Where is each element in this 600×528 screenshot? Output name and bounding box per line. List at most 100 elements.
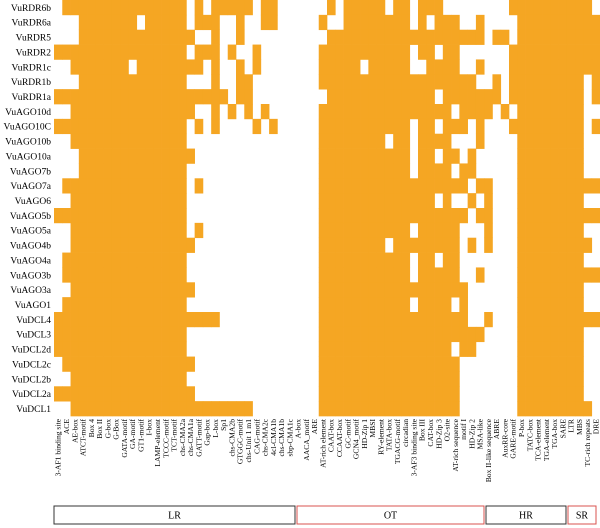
heatmap-cell xyxy=(145,282,154,298)
heatmap-cell xyxy=(236,14,245,31)
heatmap-cell xyxy=(368,237,377,253)
heatmap-cell xyxy=(111,326,121,343)
heatmap-cell xyxy=(475,14,485,31)
heatmap-cell xyxy=(128,237,138,253)
heatmap-cell xyxy=(145,59,154,75)
heatmap-cell xyxy=(542,104,551,120)
heatmap-cell xyxy=(95,252,104,268)
heatmap-cell xyxy=(434,104,444,120)
heatmap-cell xyxy=(393,356,402,372)
heatmap-cell xyxy=(343,104,353,120)
heatmap-cell xyxy=(360,341,369,357)
heatmap-cell xyxy=(161,371,171,387)
column-label: MSA-like xyxy=(476,418,485,449)
row-label: VuRDR1a xyxy=(11,93,51,103)
heatmap-cell xyxy=(426,341,435,357)
heatmap-cell xyxy=(153,118,162,135)
heatmap-cell xyxy=(111,163,121,179)
heatmap-cell xyxy=(318,237,328,253)
heatmap-cell xyxy=(376,208,386,224)
heatmap-cell xyxy=(368,252,377,268)
heatmap-cell xyxy=(566,208,576,224)
heatmap-cell xyxy=(591,44,600,60)
heatmap-cell xyxy=(111,386,121,402)
heatmap-cell xyxy=(128,178,138,194)
heatmap-cell xyxy=(87,104,96,120)
heatmap-cell xyxy=(566,341,576,357)
heatmap-cell xyxy=(178,178,187,194)
heatmap-cell xyxy=(78,401,88,417)
heatmap-cell xyxy=(426,133,435,149)
heatmap-cell xyxy=(401,222,411,239)
heatmap-cell xyxy=(442,267,452,283)
heatmap-cell xyxy=(442,401,452,417)
heatmap-cell xyxy=(70,178,80,194)
heatmap-cell xyxy=(269,14,278,31)
heatmap-cell xyxy=(451,282,460,298)
heatmap-cell xyxy=(418,341,427,357)
heatmap-cell xyxy=(542,59,551,75)
heatmap-cell xyxy=(442,297,452,313)
heatmap-cell xyxy=(70,326,80,343)
heatmap-cell xyxy=(459,74,468,90)
heatmap-cell xyxy=(368,178,377,194)
heatmap-cell xyxy=(525,74,535,90)
heatmap-cell xyxy=(136,44,146,60)
heatmap-cell xyxy=(575,163,584,179)
heatmap-cell xyxy=(153,133,162,149)
heatmap-cell xyxy=(360,252,369,268)
heatmap-cell xyxy=(376,74,386,90)
heatmap-cell xyxy=(376,252,386,268)
heatmap-cell xyxy=(335,118,344,135)
heatmap-cell xyxy=(575,74,584,90)
heatmap-cell xyxy=(227,401,237,417)
heatmap-cell xyxy=(161,148,171,164)
heatmap-cell xyxy=(384,267,394,283)
heatmap-cell xyxy=(318,193,328,209)
heatmap-cell xyxy=(95,371,104,387)
heatmap-cell xyxy=(451,312,460,328)
heatmap-cell xyxy=(451,44,460,60)
heatmap-cell xyxy=(95,401,104,417)
heatmap-cell xyxy=(360,178,369,194)
heatmap-cell xyxy=(409,401,419,417)
heatmap-cell xyxy=(525,104,535,120)
heatmap-cell xyxy=(575,222,584,239)
heatmap-cell xyxy=(103,74,113,90)
group-box xyxy=(485,505,567,525)
heatmap-cell xyxy=(393,0,402,16)
heatmap-cell xyxy=(368,148,377,164)
heatmap-cell xyxy=(343,356,353,372)
row-label: VuAGO1 xyxy=(15,301,52,311)
heatmap-cell xyxy=(178,118,187,135)
heatmap-cell xyxy=(401,44,411,60)
column-label: CCAAT-box xyxy=(335,419,344,457)
heatmap-cell xyxy=(95,356,104,372)
heatmap-cell xyxy=(351,104,361,120)
heatmap-cell xyxy=(169,59,179,75)
heatmap-cell xyxy=(509,118,518,135)
heatmap-cell xyxy=(111,29,121,45)
heatmap-cell xyxy=(145,341,154,357)
heatmap-cell xyxy=(517,371,526,387)
heatmap-cell xyxy=(178,89,187,105)
heatmap-cell xyxy=(343,44,353,60)
heatmap-cell xyxy=(327,178,336,194)
heatmap-cell xyxy=(145,163,154,179)
heatmap-cell xyxy=(525,193,535,209)
row-label: VuAGO7a xyxy=(10,182,51,192)
heatmap-cell xyxy=(335,29,344,45)
heatmap-cell xyxy=(169,163,179,179)
heatmap-cell xyxy=(178,237,187,253)
heatmap-cell xyxy=(70,89,80,105)
heatmap-cell xyxy=(566,0,576,16)
heatmap-cell xyxy=(78,148,88,164)
heatmap-cell xyxy=(136,341,146,357)
heatmap-cell xyxy=(467,89,477,105)
heatmap-cell xyxy=(451,401,460,417)
heatmap-cell xyxy=(384,326,394,343)
heatmap-cell xyxy=(533,29,543,45)
heatmap-cell xyxy=(54,208,63,224)
heatmap-cell xyxy=(517,133,526,149)
heatmap-cell xyxy=(62,356,71,372)
